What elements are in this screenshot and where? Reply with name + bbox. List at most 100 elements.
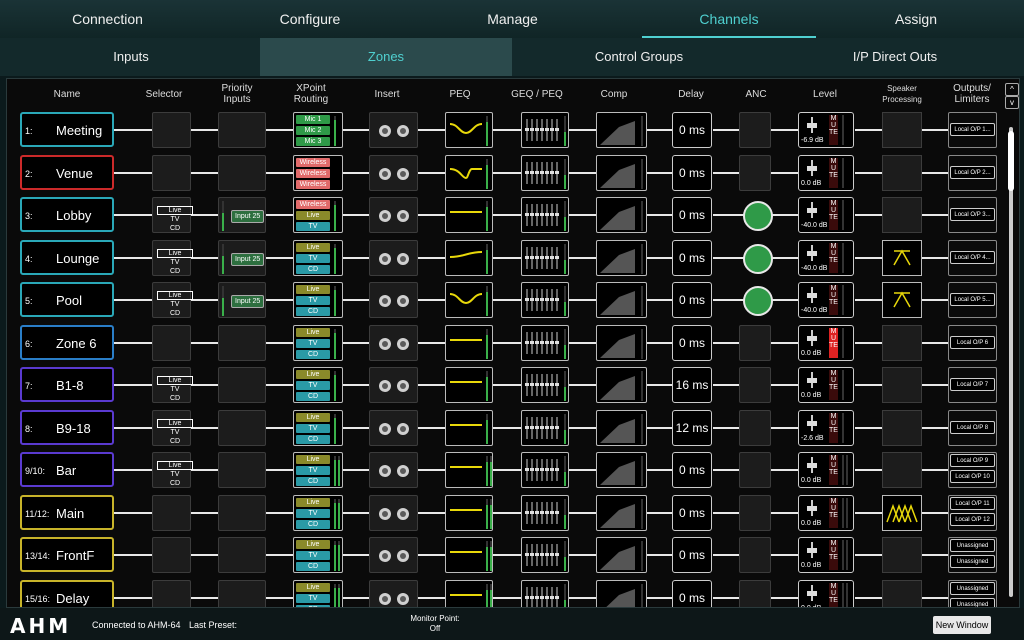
peq-box[interactable] xyxy=(445,324,493,361)
speaker-processing-box[interactable] xyxy=(882,452,922,488)
compressor-box[interactable] xyxy=(596,112,647,148)
delay-value[interactable]: 0 ms xyxy=(672,112,712,148)
level-control[interactable]: 0.0 dB MUTE xyxy=(798,154,854,191)
speaker-processing-box[interactable] xyxy=(882,494,922,531)
level-fader[interactable] xyxy=(807,329,817,346)
delay-value[interactable]: 0 ms xyxy=(672,494,712,531)
selector-box[interactable] xyxy=(152,324,191,361)
delay-value[interactable]: 0 ms xyxy=(672,452,712,488)
priority-box[interactable] xyxy=(218,579,266,607)
geq-box[interactable] xyxy=(521,579,569,607)
tab-assign[interactable]: Assign xyxy=(894,11,938,27)
output-assignment[interactable]: Local O/P 10 xyxy=(950,470,995,483)
priority-box[interactable] xyxy=(218,537,266,573)
level-control[interactable]: -6.9 dB MUTE xyxy=(798,112,854,148)
zone-name-button[interactable]: 13/14: FrontF xyxy=(20,537,114,572)
geq-box[interactable] xyxy=(521,112,569,148)
delay-value[interactable]: 12 ms xyxy=(672,409,712,446)
anc-indicator[interactable] xyxy=(743,201,773,231)
output-assignment[interactable]: Local O/P 5... xyxy=(950,293,995,306)
delay-value[interactable]: 16 ms xyxy=(672,367,712,403)
output-assignment[interactable]: Unassigned xyxy=(950,597,995,607)
peq-box[interactable] xyxy=(445,494,493,531)
zone-name-button[interactable]: 7: B1-8 xyxy=(20,367,114,402)
priority-box[interactable] xyxy=(218,452,266,488)
insert-box[interactable] xyxy=(369,494,418,531)
selector-box[interactable]: Live TV CD xyxy=(152,282,193,318)
peq-box[interactable] xyxy=(445,367,493,403)
speaker-processing-box[interactable] xyxy=(882,324,922,361)
level-control[interactable]: 0.0 dB MUTE xyxy=(798,579,854,607)
mute-button[interactable]: MUTE xyxy=(829,582,838,607)
mute-button[interactable]: MUTE xyxy=(829,242,838,273)
level-control[interactable]: 0.0 dB MUTE xyxy=(798,324,854,361)
speaker-processing-box[interactable] xyxy=(882,367,922,403)
insert-box[interactable] xyxy=(369,154,418,191)
anc-box[interactable] xyxy=(739,367,771,403)
delay-value[interactable]: 0 ms xyxy=(672,537,712,573)
speaker-processing-box[interactable] xyxy=(882,197,922,233)
delay-value[interactable]: 0 ms xyxy=(672,239,712,276)
speaker-processing-box[interactable] xyxy=(882,409,922,446)
selector-box[interactable]: Live TV CD xyxy=(152,239,193,276)
anc-box[interactable] xyxy=(739,112,771,148)
subtab-inputs[interactable]: Inputs xyxy=(113,49,149,64)
output-assignment[interactable]: Local O/P 7 xyxy=(950,378,995,391)
output-assignment[interactable]: Unassigned xyxy=(950,539,995,552)
anc-indicator[interactable] xyxy=(743,243,773,274)
mute-button[interactable]: MUTE xyxy=(829,455,838,485)
zone-name-button[interactable]: 9/10: Bar xyxy=(20,452,114,487)
geq-box[interactable] xyxy=(521,409,569,446)
output-assignment[interactable]: Local O/P 4... xyxy=(950,250,995,264)
compressor-box[interactable] xyxy=(596,324,647,361)
anc-box[interactable] xyxy=(739,409,771,446)
compressor-box[interactable] xyxy=(596,409,647,446)
scroll-thumb[interactable] xyxy=(1008,131,1014,191)
zone-name-button[interactable]: 1: Meeting xyxy=(20,112,114,147)
peq-box[interactable] xyxy=(445,197,493,233)
mute-button[interactable]: MUTE xyxy=(829,115,838,145)
zone-name-button[interactable]: 15/16: Delay xyxy=(20,579,114,607)
peq-box[interactable] xyxy=(445,112,493,148)
level-control[interactable]: 0.0 dB MUTE xyxy=(798,537,854,573)
insert-box[interactable] xyxy=(369,197,418,233)
tab-channels[interactable]: Channels xyxy=(642,0,816,38)
zone-name-button[interactable]: 11/12: Main xyxy=(20,494,114,530)
new-window-button[interactable]: New Window xyxy=(933,616,991,634)
subtab-control-groups[interactable]: Control Groups xyxy=(594,49,684,64)
priority-box[interactable] xyxy=(218,154,266,191)
geq-box[interactable] xyxy=(521,537,569,573)
mute-button[interactable]: MUTE xyxy=(829,540,838,570)
mute-button[interactable]: MUTE xyxy=(829,157,838,188)
selector-box[interactable]: Live TV CD xyxy=(152,367,193,403)
geq-box[interactable] xyxy=(521,494,569,531)
output-assignment[interactable]: Local O/P 11 xyxy=(950,496,995,510)
mute-button[interactable]: MUTE xyxy=(829,370,838,400)
compressor-box[interactable] xyxy=(596,154,647,191)
peq-box[interactable] xyxy=(445,154,493,191)
xpoint-routing-box[interactable]: Wireless Live TV xyxy=(293,197,343,233)
peq-box[interactable] xyxy=(445,537,493,573)
selector-box[interactable]: Live TV CD xyxy=(152,409,193,446)
mute-button[interactable]: MUTE xyxy=(829,285,838,315)
anc-indicator[interactable] xyxy=(743,286,773,316)
output-assignment[interactable]: Local O/P 8 xyxy=(950,420,995,434)
peq-box[interactable] xyxy=(445,579,493,607)
selector-box[interactable] xyxy=(152,579,191,607)
output-assignment[interactable]: Unassigned xyxy=(950,555,995,568)
zone-name-button[interactable]: 5: Pool xyxy=(20,282,114,317)
compressor-box[interactable] xyxy=(596,579,647,607)
level-fader[interactable] xyxy=(807,414,817,431)
geq-box[interactable] xyxy=(521,154,569,191)
delay-value[interactable]: 0 ms xyxy=(672,282,712,318)
peq-box[interactable] xyxy=(445,239,493,276)
priority-box[interactable]: Input 25 xyxy=(218,282,266,318)
subtab-zones[interactable]: Zones xyxy=(260,38,512,76)
selector-box[interactable] xyxy=(152,112,191,148)
level-fader[interactable] xyxy=(807,244,817,261)
